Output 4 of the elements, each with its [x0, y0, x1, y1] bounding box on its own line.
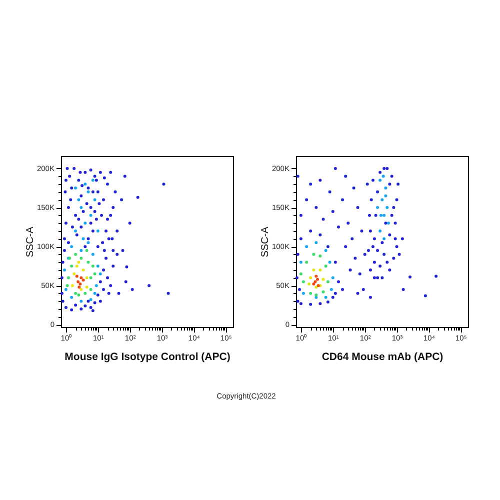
y-axis-title: SSC-A: [24, 226, 36, 258]
x-axis-title: CD64 Mouse mAb (APC): [322, 351, 444, 363]
x-axis-title: Mouse IgG Isotype Control (APC): [64, 351, 230, 363]
y-axis-title: SSC-A: [260, 226, 271, 258]
